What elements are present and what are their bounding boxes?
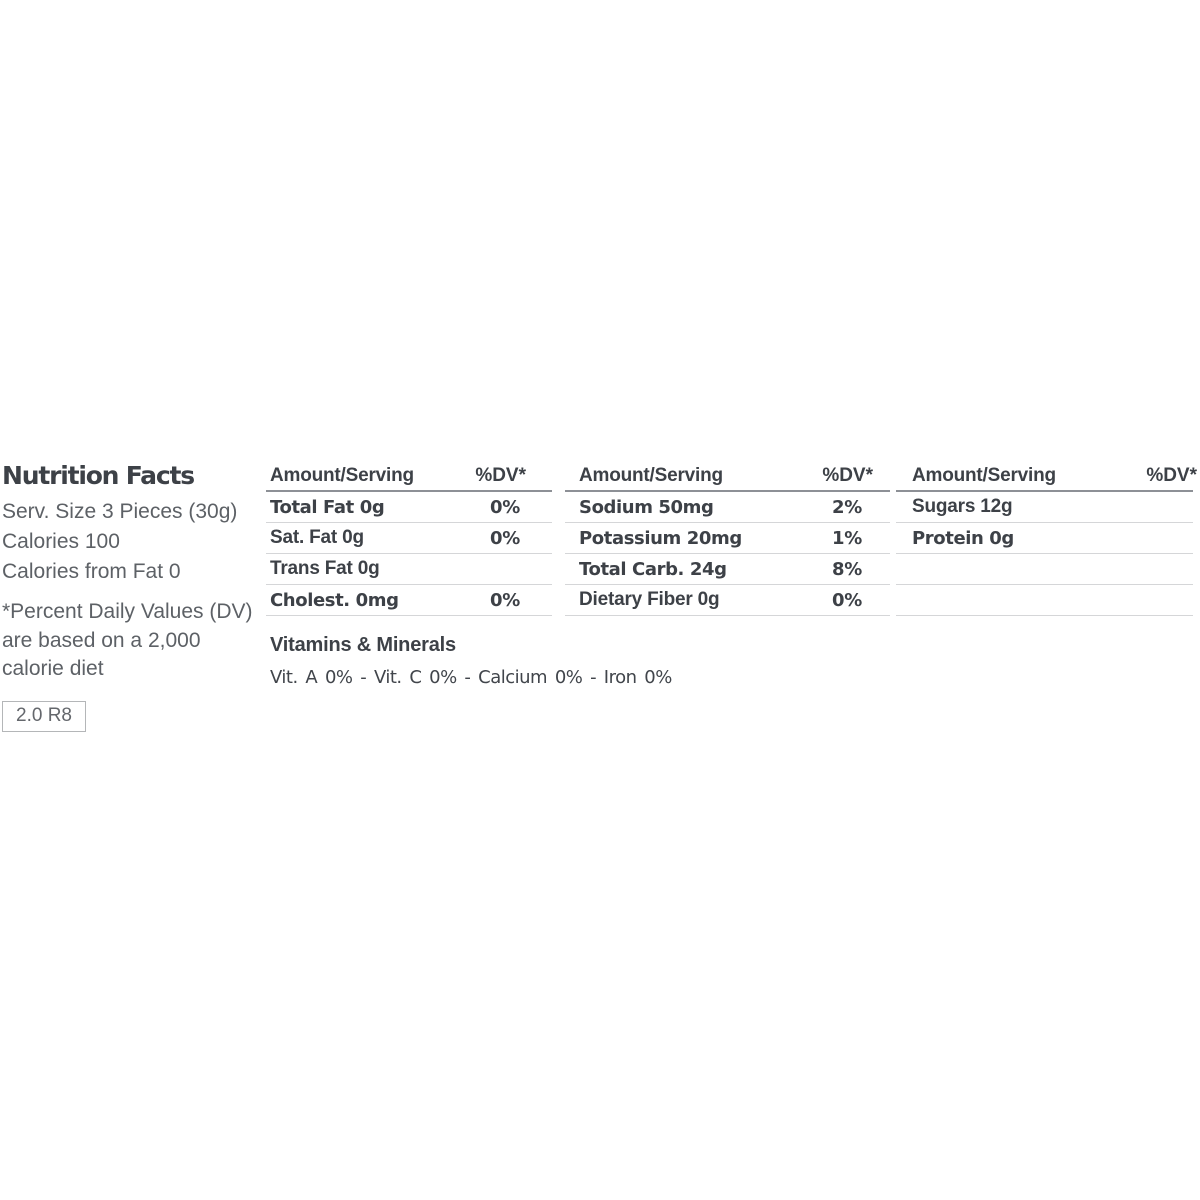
- nutrient-row-sat-fat: Sat. Fat 0g 0%: [266, 523, 552, 554]
- vitamins-minerals-values: Vit. A 0% - Vit. C 0% - Calcium 0% - Iro…: [270, 667, 672, 688]
- nutrient-row-trans-fat: Trans Fat 0g: [266, 554, 552, 585]
- nutrient-label: Total Fat 0g: [270, 496, 385, 518]
- calories-from-fat-text: Calories from Fat 0: [2, 560, 181, 583]
- serving-size-text: Serv. Size 3 Pieces (30g): [2, 500, 238, 523]
- table-header: Amount/Serving %DV*: [266, 463, 552, 492]
- nutrient-label: Dietary Fiber 0g: [579, 589, 720, 610]
- nutrition-facts-title: Nutrition Facts: [2, 461, 195, 490]
- nutrient-label: Protein 0g: [912, 527, 1014, 549]
- nutrient-row-empty: [896, 554, 1193, 585]
- nutrient-row-sodium: Sodium 50mg 2%: [565, 492, 890, 523]
- nutrient-table-sodium-carbs: Amount/Serving %DV* Sodium 50mg 2% Potas…: [565, 463, 890, 616]
- nutrient-label: Sat. Fat 0g: [270, 527, 364, 548]
- dv-value: 2%: [832, 496, 862, 518]
- nutrient-row-empty: [896, 585, 1193, 616]
- dv-value: 0%: [832, 589, 862, 611]
- dv-header: %DV*: [475, 465, 526, 486]
- label-left-panel: Nutrition Facts Serv. Size 3 Pieces (30g…: [2, 460, 260, 732]
- serving-info: Serv. Size 3 Pieces (30g) Calories 100 C…: [2, 497, 260, 587]
- amount-serving-header: Amount/Serving: [912, 465, 1056, 486]
- nutrient-label: Cholest. 0mg: [270, 589, 399, 611]
- nutrient-row-cholesterol: Cholest. 0mg 0%: [266, 585, 552, 616]
- nutrient-row-total-carb: Total Carb. 24g 8%: [565, 554, 890, 585]
- dv-value: 0%: [490, 589, 520, 611]
- nutrient-row-total-fat: Total Fat 0g 0%: [266, 492, 552, 523]
- nutrient-row-potassium: Potassium 20mg 1%: [565, 523, 890, 554]
- nutrient-row-protein: Protein 0g: [896, 523, 1193, 554]
- vitamins-minerals-heading: Vitamins & Minerals: [270, 634, 456, 656]
- nutrient-label: Sodium 50mg: [579, 496, 714, 518]
- daily-values-footnote: *Percent Daily Values (DV) are based on …: [2, 600, 253, 680]
- vitamins-minerals-section: Vitamins & Minerals Vit. A 0% - Vit. C 0…: [270, 634, 672, 690]
- nutrient-label: Total Carb. 24g: [579, 558, 727, 580]
- nutrient-table-sugars-protein: Amount/Serving %DV* Sugars 12g Protein 0…: [896, 463, 1197, 616]
- nutrient-table-fats: Amount/Serving %DV* Total Fat 0g 0% Sat.…: [266, 463, 552, 616]
- dv-header: %DV*: [1146, 465, 1197, 486]
- nutrient-row-sugars: Sugars 12g: [896, 492, 1193, 523]
- nutrient-row-dietary-fiber: Dietary Fiber 0g 0%: [565, 585, 890, 616]
- version-tag: 2.0 R8: [2, 700, 86, 732]
- nutrient-label: Sugars 12g: [912, 496, 1013, 517]
- dv-value: 1%: [832, 527, 862, 549]
- dv-value: 8%: [832, 558, 862, 580]
- amount-serving-header: Amount/Serving: [270, 465, 414, 486]
- dv-value: 0%: [490, 527, 520, 549]
- amount-serving-header: Amount/Serving: [579, 465, 723, 486]
- dv-header: %DV*: [822, 465, 873, 486]
- nutrient-label: Potassium 20mg: [579, 527, 742, 549]
- table-header: Amount/Serving %DV*: [896, 463, 1197, 492]
- dv-value: 0%: [490, 496, 520, 518]
- calories-text: Calories 100: [2, 530, 120, 553]
- table-header: Amount/Serving %DV*: [565, 463, 890, 492]
- nutrient-label: Trans Fat 0g: [270, 558, 380, 579]
